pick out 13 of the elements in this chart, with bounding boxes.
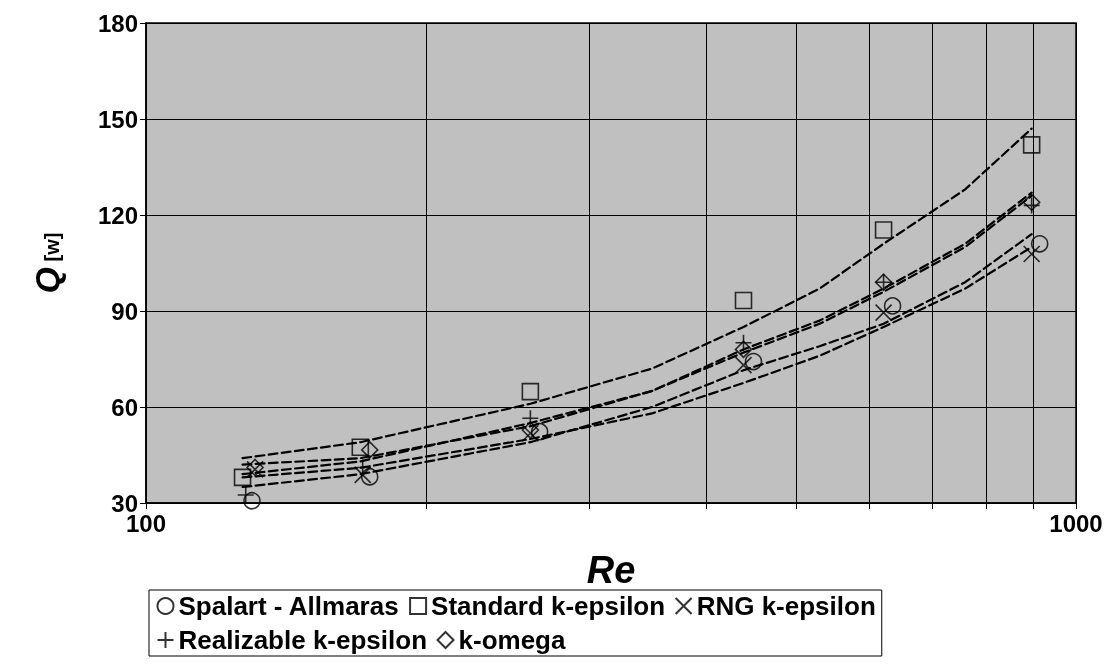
y-tick-label: 120 — [97, 201, 138, 229]
x-tick-label: 1000 — [1049, 509, 1103, 537]
y-tick-label: 60 — [111, 393, 138, 421]
y-axis-title: Q [w] — [28, 232, 66, 294]
x-axis-title: Re — [586, 549, 636, 591]
legend-label: Realizable k-epsilon — [178, 625, 428, 655]
legend-label: RNG k-epsilon — [696, 591, 876, 621]
legend-label: Spalart - Allmaras — [178, 591, 399, 621]
legend-label: k-omega — [458, 625, 566, 655]
y-tick-label: 180 — [97, 9, 138, 37]
y-tick-label: 150 — [97, 105, 138, 133]
y-tick-label: 90 — [111, 297, 138, 325]
legend-label: Standard k-epsilon — [431, 591, 666, 621]
